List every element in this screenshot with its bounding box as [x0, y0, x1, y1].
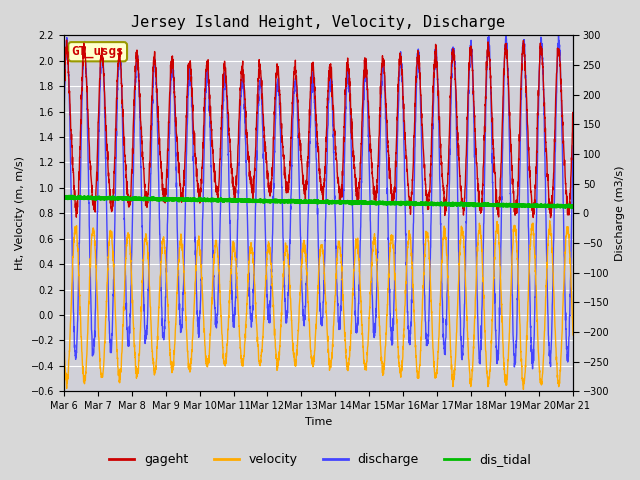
Text: GT_usgs: GT_usgs	[72, 45, 124, 58]
Y-axis label: Discharge (m3/s): Discharge (m3/s)	[615, 166, 625, 261]
Y-axis label: Ht, Velocity (m, m/s): Ht, Velocity (m, m/s)	[15, 156, 25, 270]
Legend: gageht, velocity, discharge, dis_tidal: gageht, velocity, discharge, dis_tidal	[104, 448, 536, 471]
Title: Jersey Island Height, Velocity, Discharge: Jersey Island Height, Velocity, Discharg…	[131, 15, 506, 30]
X-axis label: Time: Time	[305, 417, 332, 427]
